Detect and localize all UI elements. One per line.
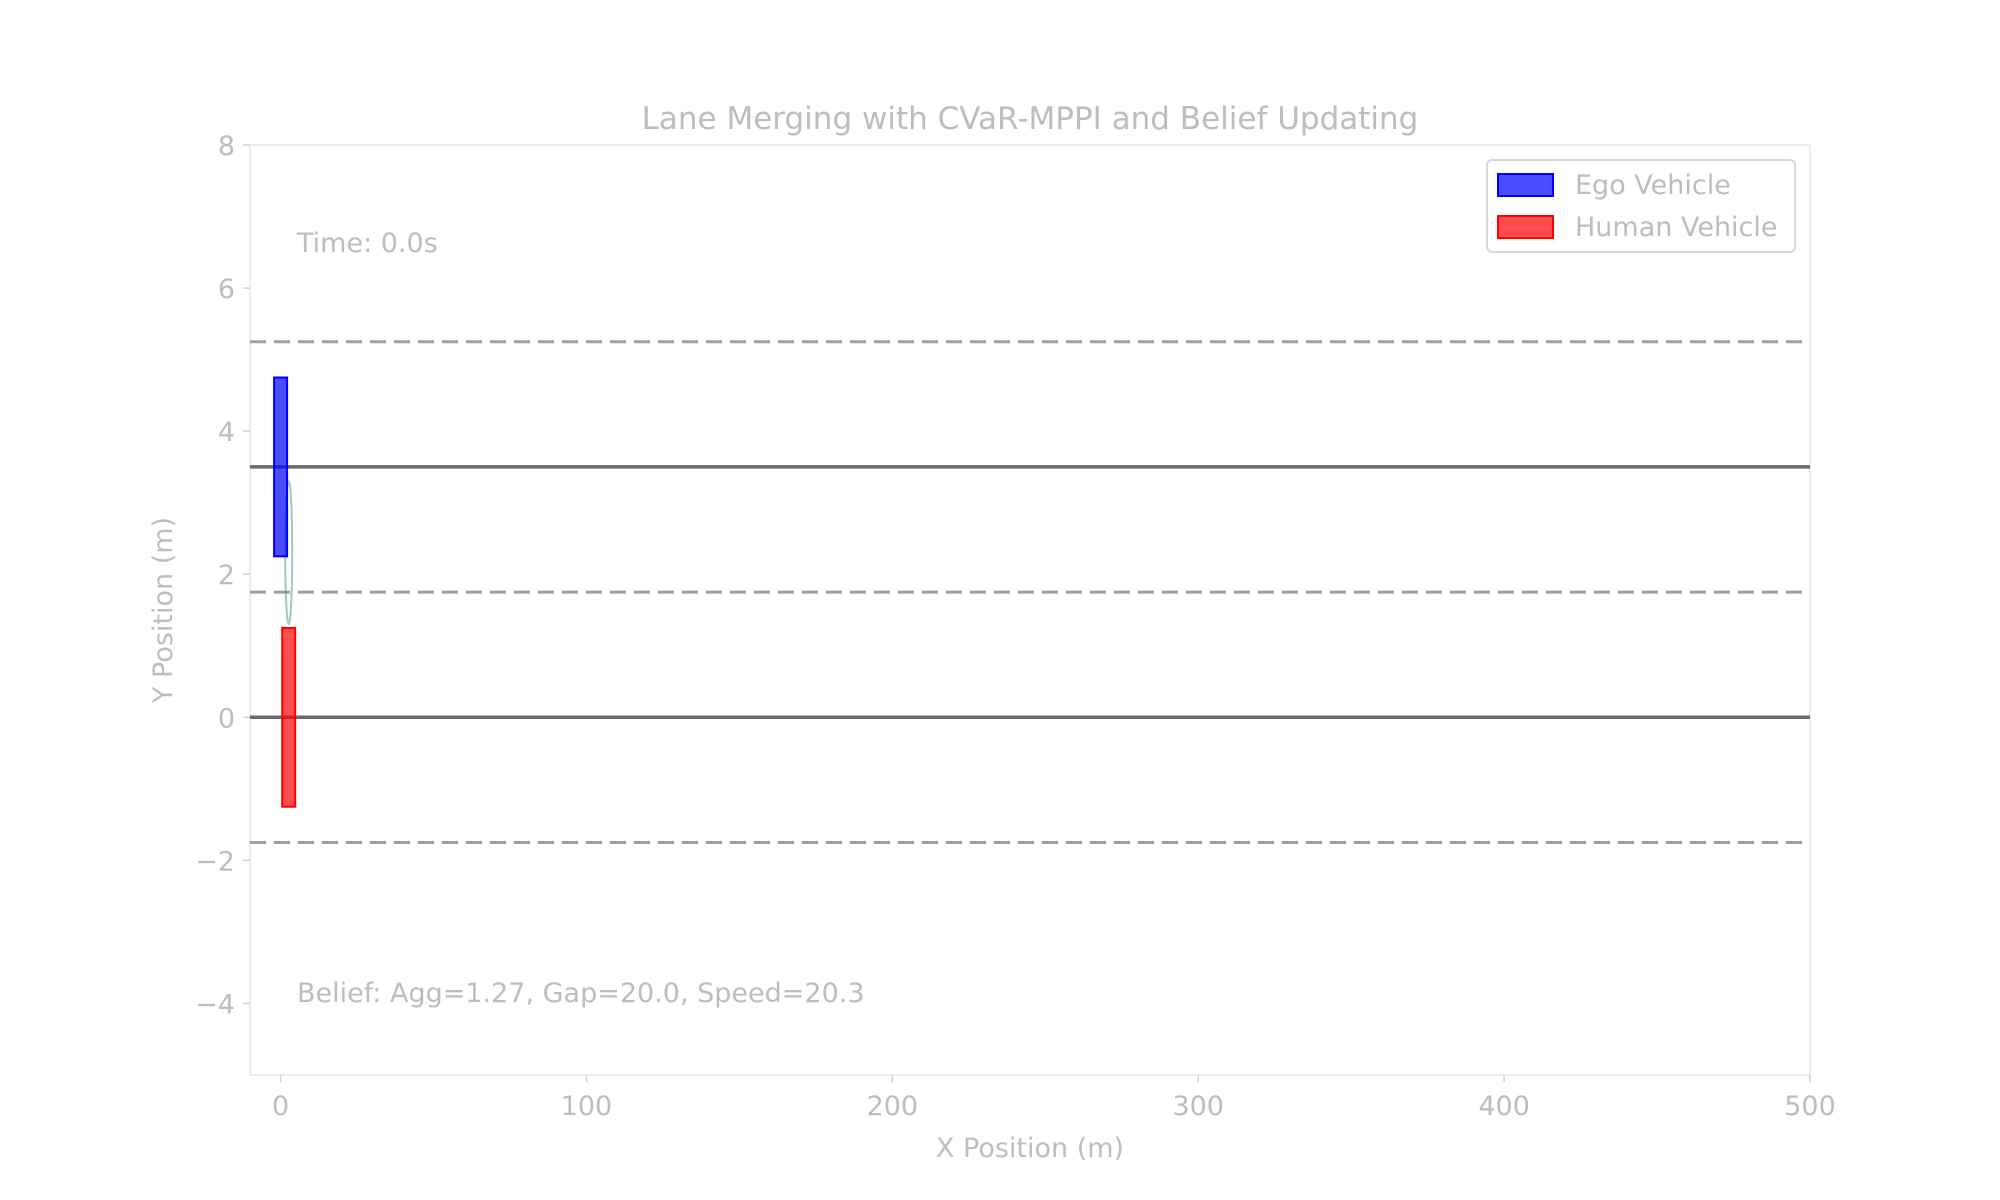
- legend: Ego Vehicle Human Vehicle: [1486, 159, 1796, 253]
- x-axis-label: X Position (m): [936, 1133, 1124, 1164]
- y-tick-label: 4: [218, 417, 235, 448]
- y-tick-label: −2: [195, 846, 235, 877]
- legend-box: [1486, 159, 1796, 253]
- y-tick-label: 8: [218, 131, 235, 162]
- x-tick-label: 200: [867, 1091, 919, 1122]
- x-tick-label: 500: [1784, 1091, 1836, 1122]
- chart-marks: [273, 376, 297, 808]
- y-tick-label: 0: [218, 703, 235, 734]
- ego-vehicle-marker: [273, 376, 289, 558]
- time-annotation: Time: 0.0s: [296, 228, 438, 259]
- plot-area: [249, 144, 1811, 1076]
- legend-label: Human Vehicle: [1575, 212, 1778, 243]
- legend-swatch: [1497, 215, 1554, 239]
- x-tick-label: 100: [561, 1091, 613, 1122]
- y-tick-label: 2: [218, 560, 235, 591]
- y-axis-ticks: −4 −2 0 2 4 6 8: [195, 131, 250, 1020]
- lane-lines: [250, 340, 1810, 844]
- human-vehicle-marker: [281, 626, 297, 808]
- x-tick-label: 300: [1172, 1091, 1224, 1122]
- y-tick-label: 6: [218, 274, 235, 305]
- x-axis-ticks: 0 100 200 300 400 500: [272, 1075, 1836, 1122]
- y-tick-label: −4: [195, 989, 235, 1020]
- legend-label: Ego Vehicle: [1575, 170, 1731, 201]
- legend-swatch: [1497, 173, 1554, 197]
- belief-annotation: Belief: Agg=1.27, Gap=20.0, Speed=20.3: [297, 978, 865, 1009]
- x-tick-label: 400: [1478, 1091, 1530, 1122]
- x-tick-label: 0: [272, 1091, 289, 1122]
- y-axis-label: Y Position (m): [148, 517, 179, 704]
- chart-title: Lane Merging with CVaR-MPPI and Belief U…: [642, 101, 1419, 137]
